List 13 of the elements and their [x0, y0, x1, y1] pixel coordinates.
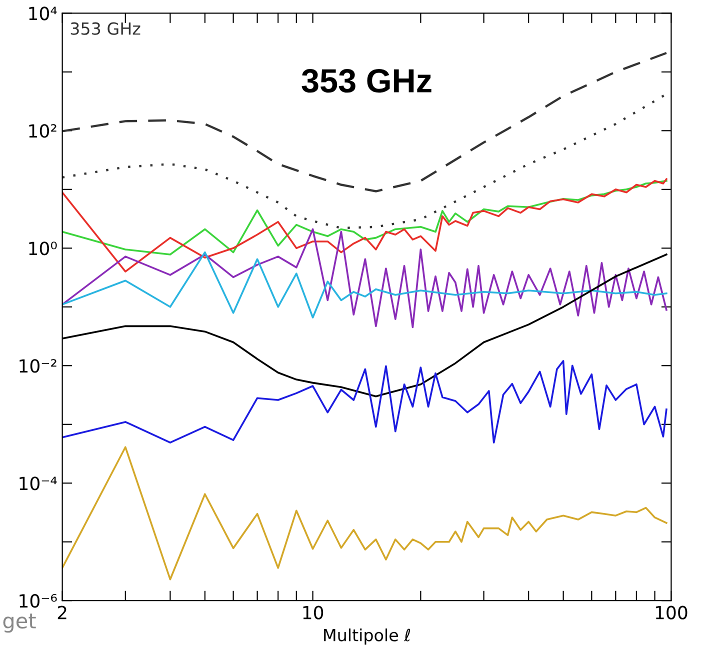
- text: 353 GHz: [302, 69, 432, 93]
- x-tick-label: 100: [656, 606, 688, 620]
- annotation: 353 GHz: [70, 22, 140, 35]
- y-tick-label: 10⁻⁶: [20, 594, 57, 608]
- y-tick-label: 10⁰: [29, 242, 57, 256]
- x-axis-title: Multipole ℓ: [324, 628, 410, 645]
- y-tick-label: 10⁻⁴: [20, 476, 57, 490]
- y-tick-label: 10²: [29, 124, 56, 138]
- x-tick-label: 10: [303, 606, 324, 620]
- y-tick-label: 10⁻²: [20, 359, 56, 373]
- text: get: [3, 614, 36, 633]
- y-tick-label: 10⁴: [29, 6, 57, 20]
- x-tick-label: 2: [58, 606, 66, 620]
